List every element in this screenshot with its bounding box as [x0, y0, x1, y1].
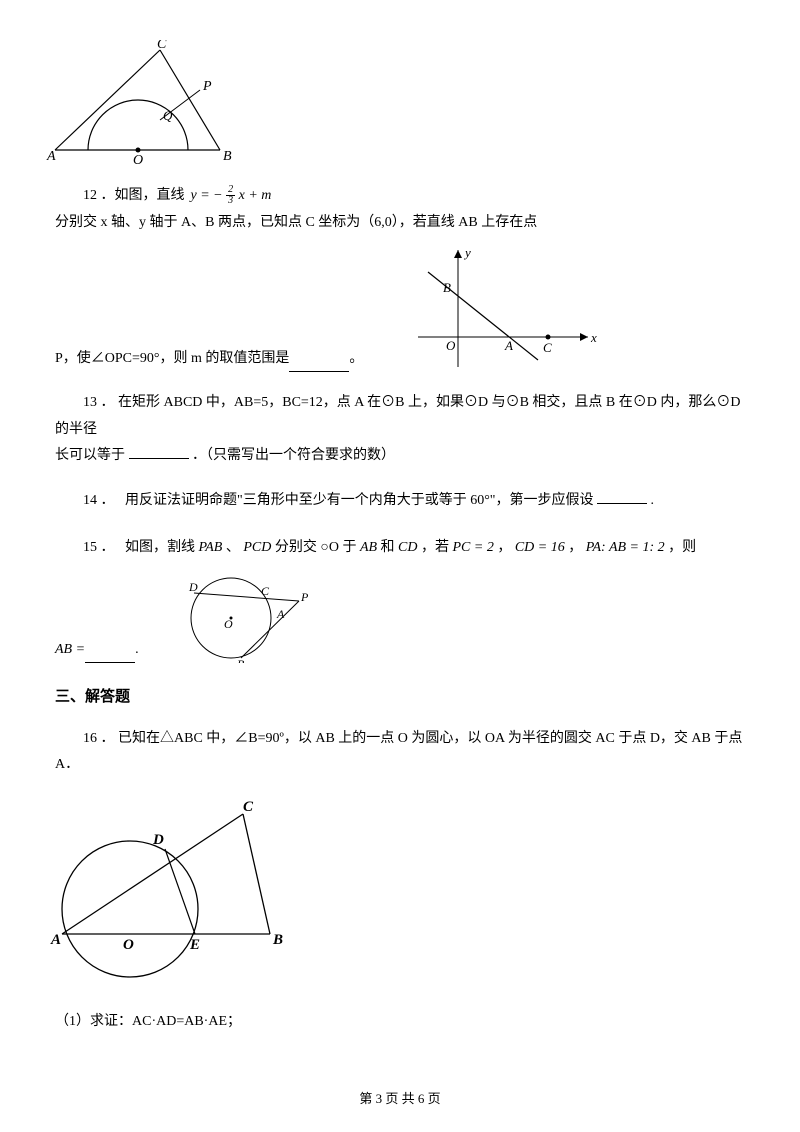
q15-CD: CD: [398, 540, 417, 555]
svg-text:O: O: [224, 617, 233, 631]
question-12: 12 ． 如图，直线 y = − 2 3 x + m 分别交 x 轴、y 轴于 …: [55, 183, 745, 372]
blank: [289, 357, 349, 372]
blank: [85, 648, 135, 663]
svg-text:D: D: [188, 580, 198, 594]
question-14: 14 ． 用反证法证明命题"三角形中至少有一个内角大于或等于 60°"，第一步应…: [55, 488, 745, 515]
triangle-arc-svg: A B C O P Q: [45, 40, 245, 165]
q13-text1: 在矩形 ABCD 中，AB=5，BC=12，点 A 在⊙B 上，如果⊙D 与⊙B…: [55, 395, 741, 437]
q15-c2: ，: [568, 540, 582, 555]
svg-text:O: O: [446, 338, 456, 353]
q14-text1: 用反证法证明命题"三角形中至少有一个内角大于或等于 60°"，第一步应假设: [125, 493, 594, 508]
figure-11: A B C O P Q: [45, 40, 745, 165]
svg-text:B: B: [237, 657, 245, 663]
figure-12: y x O B A C: [403, 242, 603, 372]
q15-c1: ，: [497, 540, 511, 555]
question-13: 13 ． 在矩形 ABCD 中，AB=5，BC=12，点 A 在⊙B 上，如果⊙…: [55, 390, 745, 470]
q15-CD16: CD = 16: [515, 540, 565, 555]
svg-text:B: B: [272, 932, 283, 948]
svg-text:C: C: [543, 340, 552, 355]
label-B: B: [223, 149, 232, 164]
q16-num: 16 ．: [83, 731, 115, 746]
q12-eq-y: y = −: [191, 188, 223, 203]
q15-num: 15 ．: [83, 540, 115, 555]
question-16: 16 ． 已知在△ABC 中，∠B=90º，以 AB 上的一点 O 为圆心，以 …: [55, 726, 745, 779]
q12-pre: 如图，直线: [115, 183, 185, 210]
svg-text:C: C: [261, 584, 270, 598]
q12-num: 12 ．: [55, 183, 115, 210]
q15-AB: AB: [360, 540, 377, 555]
svg-text:D: D: [152, 832, 164, 848]
q12-mid: 分别交 x 轴、y 轴于 A、B 两点，已知点 C 坐标为（6,0），若直线 A…: [55, 210, 537, 237]
question-15: 15 ． 如图，割线 PAB 、 PCD 分别交 ○O 于 AB 和 CD ，若…: [55, 533, 745, 664]
label-A: A: [46, 149, 56, 164]
fraction: 2 3: [226, 185, 235, 206]
q16-text1: 已知在△ABC 中，∠B=90º，以 AB 上的一点 O 为圆心，以 OA 为半…: [118, 731, 742, 746]
svg-text:O: O: [123, 937, 134, 953]
q15-and: 和: [381, 540, 395, 555]
page-footer: 第 3 页 共 6 页: [0, 1087, 800, 1112]
q15-period: .: [135, 637, 139, 664]
svg-text:x: x: [590, 330, 597, 345]
q15-PAB: PAB: [199, 540, 223, 555]
q13-text2: 长可以等于: [55, 448, 125, 463]
q14-text2: .: [651, 493, 655, 508]
q15-c3: ，则: [668, 540, 696, 555]
label-O: O: [133, 153, 143, 165]
label-P: P: [202, 79, 212, 94]
q16-cont: A．: [55, 752, 745, 779]
q15-text4: 于: [342, 540, 356, 555]
q15-PCD: PCD: [243, 540, 271, 555]
section-3-title: 三、解答题: [55, 683, 745, 712]
svg-text:A: A: [276, 607, 285, 621]
q13-num: 13 ．: [83, 395, 115, 410]
q15-PC2: PC = 2: [453, 540, 494, 555]
svg-text:P: P: [300, 590, 309, 604]
q16-sub1: （1）求证：AC·AD=AB·AE；: [55, 1009, 745, 1036]
svg-text:B: B: [443, 280, 451, 295]
q15-text1: 如图，割线: [125, 540, 195, 555]
blank: [129, 444, 189, 459]
figure-15: D C P O A B: [169, 563, 319, 663]
svg-text:A: A: [504, 338, 513, 353]
q13-text3: ．（只需写出一个符合要求的数）: [192, 448, 395, 463]
svg-text:y: y: [463, 245, 471, 260]
q15-text5: ，若: [421, 540, 449, 555]
label-C: C: [157, 40, 167, 52]
svg-text:C: C: [243, 799, 254, 815]
q15-circO: ○O: [320, 540, 339, 555]
q12-cont: P，使∠OPC=90°，则 m 的取值范围是: [55, 346, 289, 373]
q15-text2: 、: [226, 540, 240, 555]
q15-ABeq: AB =: [55, 637, 85, 664]
q12-eq-end: x + m: [239, 188, 272, 203]
q15-ratio: PA: AB = 1: 2: [586, 540, 665, 555]
q12-period: 。: [349, 346, 363, 373]
figure-16: A B C D E O: [45, 799, 745, 989]
svg-text:A: A: [50, 932, 61, 948]
label-Q: Q: [163, 108, 173, 123]
q15-text3: 分别交: [275, 540, 317, 555]
svg-text:E: E: [189, 937, 200, 953]
q14-num: 14 ．: [83, 493, 115, 508]
blank: [597, 489, 647, 504]
